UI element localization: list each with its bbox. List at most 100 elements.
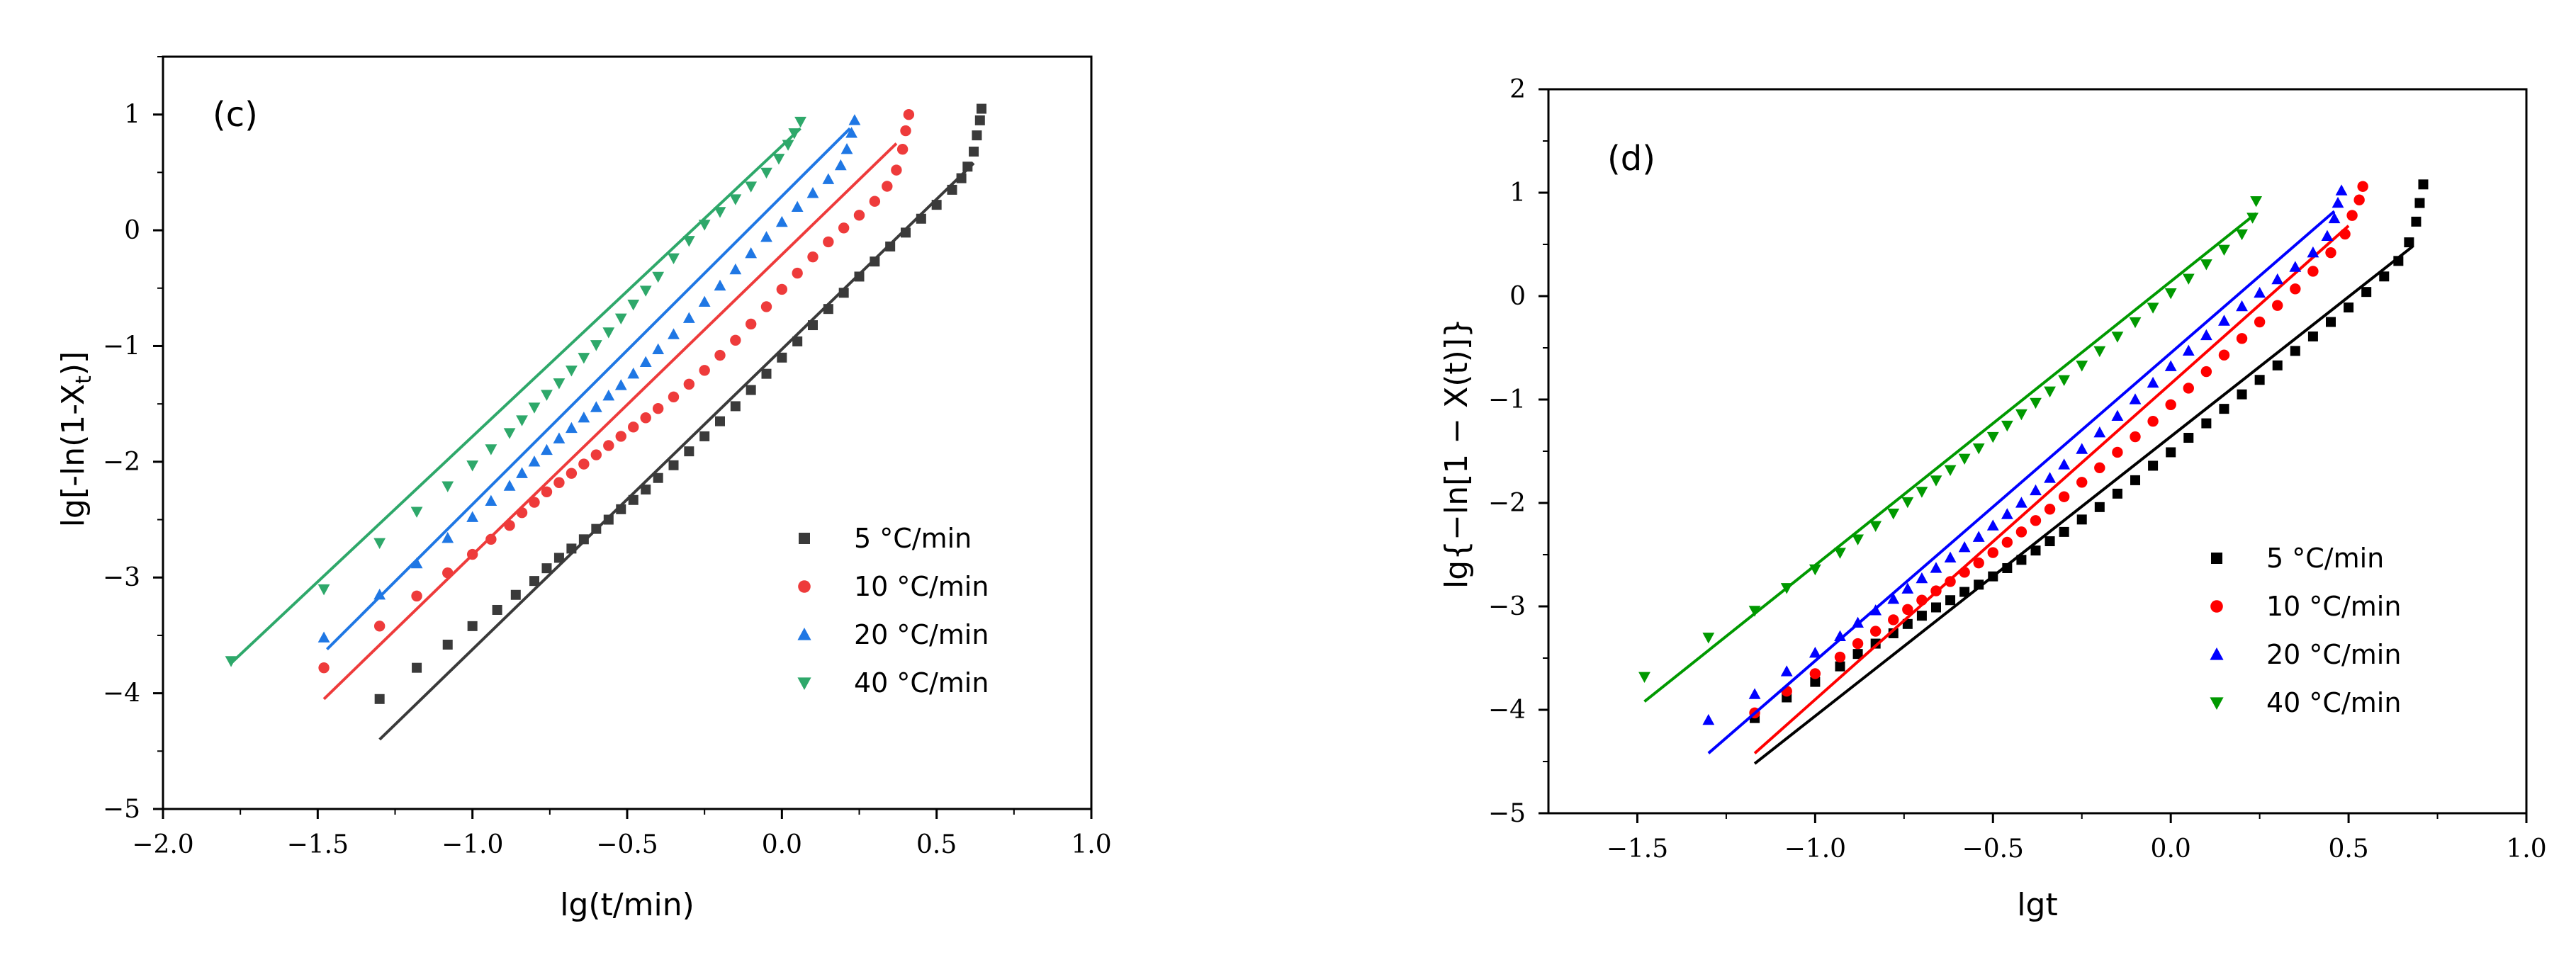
data-point	[615, 431, 626, 442]
data-point	[641, 485, 651, 495]
data-point	[1834, 548, 1846, 559]
x-tick-label-d: −1.0	[1784, 834, 1846, 864]
data-point	[2182, 344, 2195, 356]
legend-label: 10 °C/min	[854, 571, 989, 602]
data-point	[2200, 329, 2212, 341]
data-point	[2093, 426, 2106, 438]
data-point	[1638, 672, 1650, 684]
data-point	[974, 115, 985, 125]
data-point	[891, 164, 902, 176]
data-point	[1852, 649, 1863, 660]
data-point	[2015, 409, 2027, 421]
data-point	[2129, 317, 2142, 329]
legend-label: 20 °C/min	[854, 619, 989, 650]
data-point	[2307, 331, 2318, 341]
series-c-3	[225, 116, 806, 667]
data-point	[760, 167, 772, 179]
y-tick-label-d: −1	[1488, 385, 1526, 414]
data-point	[2254, 316, 2266, 328]
data-point	[2357, 181, 2368, 192]
data-point	[2236, 229, 2248, 241]
data-point	[2271, 273, 2284, 285]
data-point	[566, 366, 578, 377]
data-point	[2030, 397, 2042, 409]
data-point	[2335, 184, 2348, 196]
data-point	[668, 460, 679, 470]
y-tick-label-d: 1	[1509, 179, 1526, 208]
data-point	[2289, 261, 2302, 272]
fit-line	[230, 127, 802, 664]
y-axis-label-c-main: lg[-ln(1-X	[55, 384, 91, 527]
x-tick-label-c: −1.5	[287, 830, 349, 859]
data-point	[373, 621, 386, 632]
data-point	[761, 368, 772, 379]
y-tick-label-c: −1	[103, 332, 140, 361]
y-axis-label-d: lg{−ln[1 − X(t)]}	[1439, 318, 1475, 589]
data-point	[772, 154, 785, 165]
data-point	[746, 385, 756, 395]
data-point	[1809, 564, 1821, 576]
data-point	[1974, 579, 1984, 590]
data-point	[2001, 508, 2013, 519]
fit-line	[1707, 210, 2336, 754]
data-point	[885, 241, 896, 251]
data-point	[566, 468, 578, 479]
data-point	[1972, 531, 1985, 542]
data-point	[1780, 583, 1793, 594]
data-point	[2076, 514, 2087, 525]
data-point	[1809, 646, 1821, 658]
data-point	[794, 116, 806, 128]
data-point	[848, 114, 861, 125]
x-tick-label-d: 0.5	[2328, 834, 2368, 864]
data-point	[2361, 287, 2372, 298]
data-point	[2147, 415, 2159, 427]
y-tick-label-d: −3	[1488, 592, 1526, 621]
data-point	[2058, 491, 2070, 502]
panel-label-c: (c)	[213, 95, 258, 135]
data-point	[1988, 571, 1998, 582]
x-tick-label-d: 1.0	[2506, 834, 2546, 864]
series-c-0	[374, 103, 986, 741]
data-point	[466, 460, 479, 472]
data-point	[2411, 216, 2422, 227]
data-point	[503, 480, 516, 491]
data-point	[1916, 594, 1928, 606]
data-point	[1987, 547, 1998, 558]
data-point	[2353, 194, 2365, 205]
series-d-2	[1702, 184, 2348, 754]
data-point	[528, 455, 541, 467]
fit-line	[1753, 245, 2414, 765]
data-point	[2326, 317, 2336, 327]
data-point	[2001, 420, 2013, 432]
x-tick-label-d: −1.5	[1607, 834, 1668, 864]
y-tick-label-d: −5	[1488, 799, 1526, 828]
data-point	[2237, 389, 2247, 400]
data-point	[541, 486, 553, 498]
data-point	[1869, 626, 1882, 637]
x-tick-label-d: 0.0	[2151, 834, 2191, 864]
data-point	[2111, 332, 2124, 343]
legend-label: 5 °C/min	[2266, 543, 2384, 574]
data-point	[901, 227, 911, 238]
data-point	[1780, 665, 1793, 677]
data-point	[2112, 446, 2123, 458]
data-point	[590, 401, 602, 412]
y-tick-label-d: 0	[1509, 282, 1526, 311]
data-point	[2147, 376, 2159, 388]
data-point	[412, 662, 422, 673]
data-point	[1959, 587, 1970, 597]
data-point	[578, 458, 590, 470]
data-point	[2183, 383, 2194, 394]
data-point	[628, 494, 639, 505]
data-point	[603, 440, 614, 451]
data-point	[777, 352, 787, 363]
data-point	[614, 313, 627, 324]
data-point	[1887, 593, 1900, 604]
series-c-2	[317, 114, 861, 650]
legend-c: 5 °C/min 10 °C/min 20 °C/min 40 °C/min	[797, 523, 989, 698]
data-point	[791, 200, 804, 213]
data-point	[788, 128, 801, 140]
data-point	[578, 412, 590, 423]
y-tick-label-c: −5	[103, 795, 140, 824]
y-tick-label-d: 2	[1509, 75, 1526, 104]
